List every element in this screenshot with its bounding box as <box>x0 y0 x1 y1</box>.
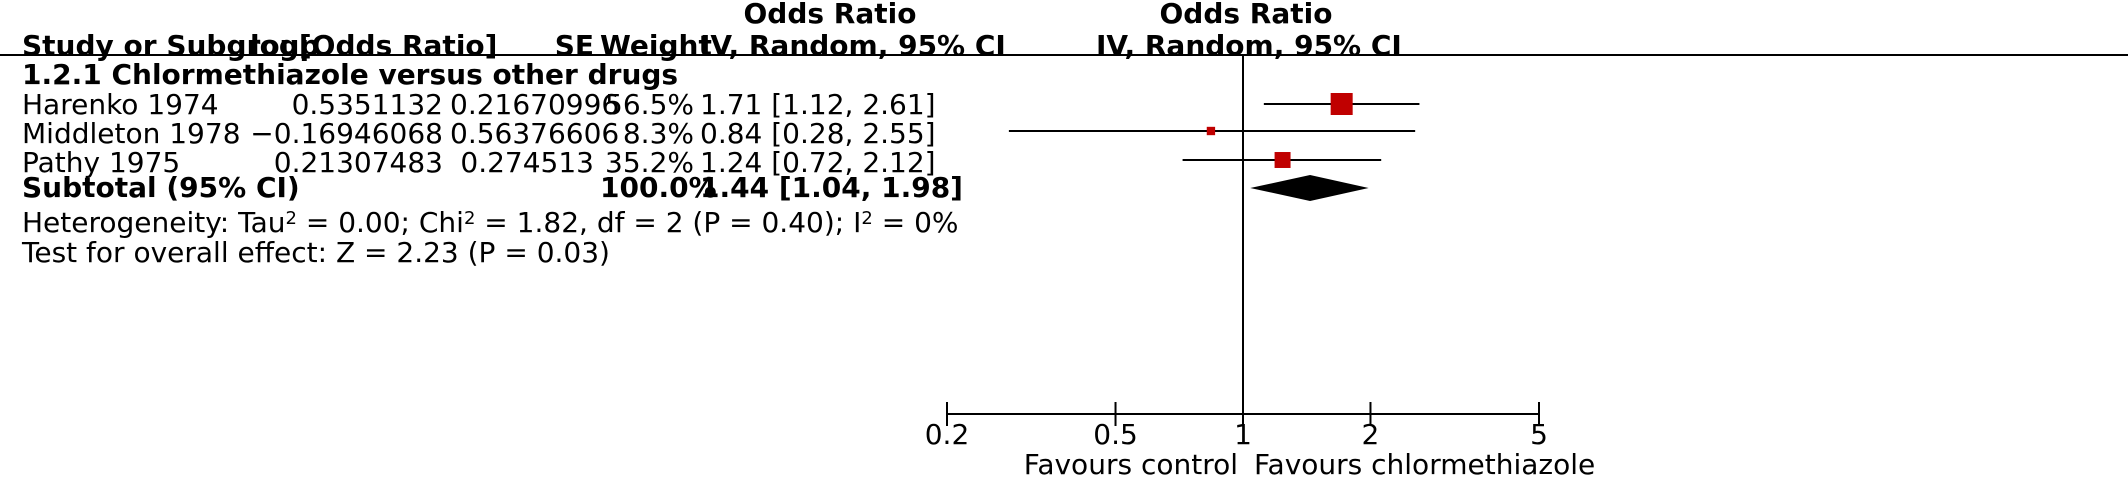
study-weight: 56.5% <box>605 88 694 121</box>
favours-left-label: Favours control <box>1023 448 1238 481</box>
header-weight: Weight <box>600 29 712 62</box>
study-ci: 1.71 [1.12, 2.61] <box>700 88 936 121</box>
subtotal-diamond <box>1250 175 1369 201</box>
x-tick-label: 1 <box>1234 418 1252 451</box>
study-se: 0.21670996 <box>450 88 620 121</box>
study-name: Pathy 1975 <box>22 146 181 179</box>
study-logor: 0.21307483 <box>273 146 443 179</box>
study-ci: 0.84 [0.28, 2.55] <box>700 117 936 150</box>
study-weight: 35.2% <box>605 146 694 179</box>
header-se: SE <box>554 29 594 62</box>
x-tick-label: 0.5 <box>1093 418 1138 451</box>
study-weight-marker <box>1206 126 1216 136</box>
x-tick-label: 0.2 <box>924 418 970 451</box>
study-se: 0.56376606 <box>450 117 620 150</box>
heterogeneity-text: Heterogeneity: Tau2 = 0.00; Chi2 = 1.82,… <box>22 206 959 239</box>
subtotal-ci: 1.44 [1.04, 1.98] <box>700 171 963 204</box>
header-or-sub: IV, Random, 95% CI <box>700 29 1006 62</box>
study-name: Middleton 1978 <box>22 117 241 150</box>
x-tick-label: 2 <box>1361 418 1380 451</box>
overall-effect-text: Test for overall effect: Z = 2.23 (P = 0… <box>22 236 610 269</box>
study-weight-marker <box>1330 93 1353 115</box>
favours-right-label: Favours chlormethiazole <box>1254 448 1596 481</box>
study-weight-marker <box>1274 152 1291 168</box>
header-plot-top: Odds Ratio <box>1159 0 1333 30</box>
study-ci: 1.24 [0.72, 2.12] <box>700 146 936 179</box>
header-study: Study or Subgroup <box>22 29 320 62</box>
study-logor: −0.16946068 <box>250 117 443 150</box>
study-se: 0.274513 <box>460 146 594 179</box>
subgroup-title: 1.2.1 Chlormethiazole versus other drugs <box>22 58 679 91</box>
study-weight: 8.3% <box>622 117 694 150</box>
x-tick-label: 5 <box>1530 418 1548 451</box>
subtotal-label: Subtotal (95% CI) <box>22 171 300 204</box>
header-plot-sub: IV, Random, 95% CI <box>1096 29 1402 62</box>
study-logor: 0.5351132 <box>291 88 443 121</box>
header-or-top: Odds Ratio <box>743 0 917 30</box>
study-name: Harenko 1974 <box>22 88 219 121</box>
